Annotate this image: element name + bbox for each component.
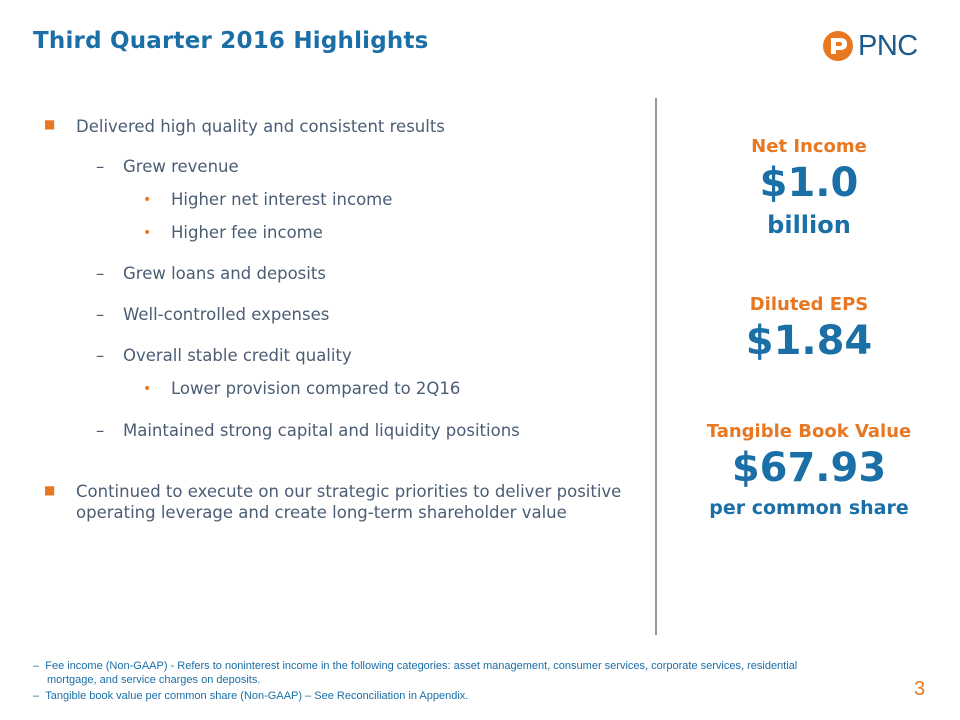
footnote-2: – Tangible book value per common share (… bbox=[33, 689, 883, 703]
footnote-1: – Fee income (Non-GAAP) - Refers to noni… bbox=[33, 659, 883, 687]
dash-icon: – bbox=[96, 346, 105, 365]
sub-bullet-grew-revenue: Grew revenue bbox=[123, 157, 239, 176]
dash-icon: – bbox=[96, 157, 105, 176]
bullet-dot-icon: • bbox=[143, 192, 152, 208]
main-bullet-1: Delivered high quality and consistent re… bbox=[76, 117, 445, 136]
main-bullet-2-line-2: operating leverage and create long-term … bbox=[76, 503, 567, 522]
dash-icon: – bbox=[96, 264, 105, 283]
bullet-dot-icon: • bbox=[143, 381, 152, 397]
tangible-book-value-label: Tangible Book Value bbox=[706, 421, 912, 442]
sub-sub-bullet-nii: Higher net interest income bbox=[171, 190, 393, 209]
footnote-1-line-2: mortgage, and service charges on deposit… bbox=[47, 674, 261, 686]
footnote-1-line-1: Fee income (Non-GAAP) - Refers to nonint… bbox=[45, 660, 798, 672]
pnc-logo: PNC bbox=[822, 26, 932, 66]
sub-bullet-loans: Grew loans and deposits bbox=[123, 264, 326, 283]
sub-bullet-credit: Overall stable credit quality bbox=[123, 346, 352, 365]
bullet-dot-icon: • bbox=[143, 225, 152, 241]
sub-bullet-capital: Maintained strong capital and liquidity … bbox=[123, 421, 520, 440]
footnote-2-text: Tangible book value per common share (No… bbox=[45, 690, 469, 702]
dash-icon: – bbox=[33, 690, 46, 702]
tangible-book-value-value: $67.93 bbox=[731, 445, 887, 491]
main-bullet-2-line-1: Continued to execute on our strategic pr… bbox=[76, 482, 622, 501]
net-income-label: Net Income bbox=[751, 136, 867, 157]
tangible-book-value-unit: per common share bbox=[709, 497, 909, 519]
slide-title: Third Quarter 2016 Highlights bbox=[33, 28, 429, 54]
dash-icon: – bbox=[96, 305, 105, 324]
vertical-divider bbox=[655, 98, 657, 635]
diluted-eps-label: Diluted EPS bbox=[749, 294, 869, 315]
dash-icon: – bbox=[96, 421, 105, 440]
page-number: 3 bbox=[914, 678, 926, 700]
sub-bullet-expenses: Well-controlled expenses bbox=[123, 305, 330, 324]
bullet-square-icon: ■ bbox=[44, 483, 56, 497]
pnc-logo-icon bbox=[823, 31, 853, 61]
bullet-square-icon: ■ bbox=[44, 117, 56, 131]
diluted-eps-value: $1.84 bbox=[745, 318, 873, 364]
net-income-unit: billion bbox=[767, 211, 851, 239]
highlights-list: ■ Delivered high quality and consistent … bbox=[44, 117, 622, 522]
sub-sub-bullet-provision: Lower provision compared to 2Q16 bbox=[171, 379, 461, 398]
logo-wordmark: PNC bbox=[858, 29, 918, 62]
net-income-value: $1.0 bbox=[759, 160, 859, 206]
dash-icon: – bbox=[33, 660, 46, 672]
sub-sub-bullet-fee: Higher fee income bbox=[171, 223, 323, 242]
